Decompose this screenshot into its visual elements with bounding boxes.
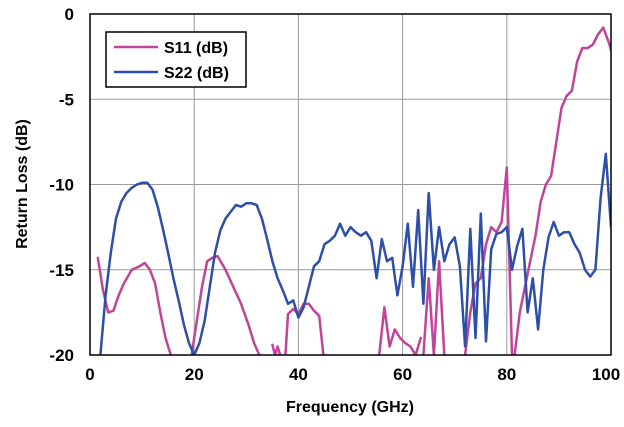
series-line-segment — [377, 306, 423, 355]
y-tick-label: -20 — [49, 346, 74, 365]
x-tick-label: 100 — [592, 365, 620, 384]
series-line-segment — [96, 256, 173, 355]
series-layer — [96, 26, 611, 355]
series-line-segment — [271, 343, 282, 355]
series-line-segment — [190, 254, 261, 355]
y-tick-label: -5 — [59, 90, 74, 109]
x-tick-label: 80 — [497, 365, 516, 384]
x-tick-label: 60 — [393, 365, 412, 384]
x-tick-label: 40 — [289, 365, 308, 384]
legend-box — [105, 31, 247, 88]
y-tick-label: -10 — [49, 176, 74, 195]
series-line-segment — [99, 152, 611, 355]
legend-label-s11: S11 (dB) — [164, 40, 228, 57]
series-s22 — [99, 152, 611, 355]
x-axis-title: Frequency (GHz) — [286, 399, 414, 416]
y-tick-label: 0 — [65, 5, 74, 24]
series-line-segment — [463, 26, 611, 355]
y-tick-labels: 0 -5 -10 -15 -20 — [49, 5, 74, 365]
series-line-segment — [422, 259, 446, 355]
x-tick-label: 0 — [85, 365, 94, 384]
y-axis-title: Return Loss (dB) — [14, 119, 31, 249]
legend: S11 (dB) S22 (dB) — [105, 31, 247, 88]
legend-label-s22: S22 (dB) — [164, 65, 229, 82]
x-tick-label: 20 — [185, 365, 204, 384]
plot-frame — [89, 13, 612, 356]
x-tick-labels: 0 20 40 60 80 100 — [85, 365, 620, 384]
y-tick-label: -15 — [49, 261, 74, 280]
